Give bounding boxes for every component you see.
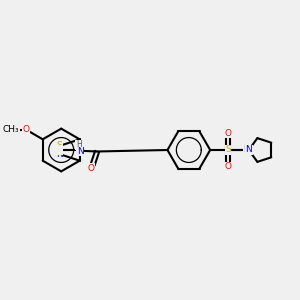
Text: N: N: [56, 150, 63, 159]
Text: N: N: [77, 147, 83, 156]
Text: O: O: [224, 162, 232, 171]
Text: N: N: [243, 146, 250, 154]
Text: O: O: [23, 125, 30, 134]
Text: H: H: [76, 140, 82, 149]
Text: S: S: [225, 146, 231, 154]
Text: O: O: [88, 164, 95, 173]
Text: O: O: [224, 129, 232, 138]
Text: N: N: [245, 146, 252, 154]
Text: CH₃: CH₃: [3, 125, 19, 134]
Text: S: S: [56, 141, 62, 150]
